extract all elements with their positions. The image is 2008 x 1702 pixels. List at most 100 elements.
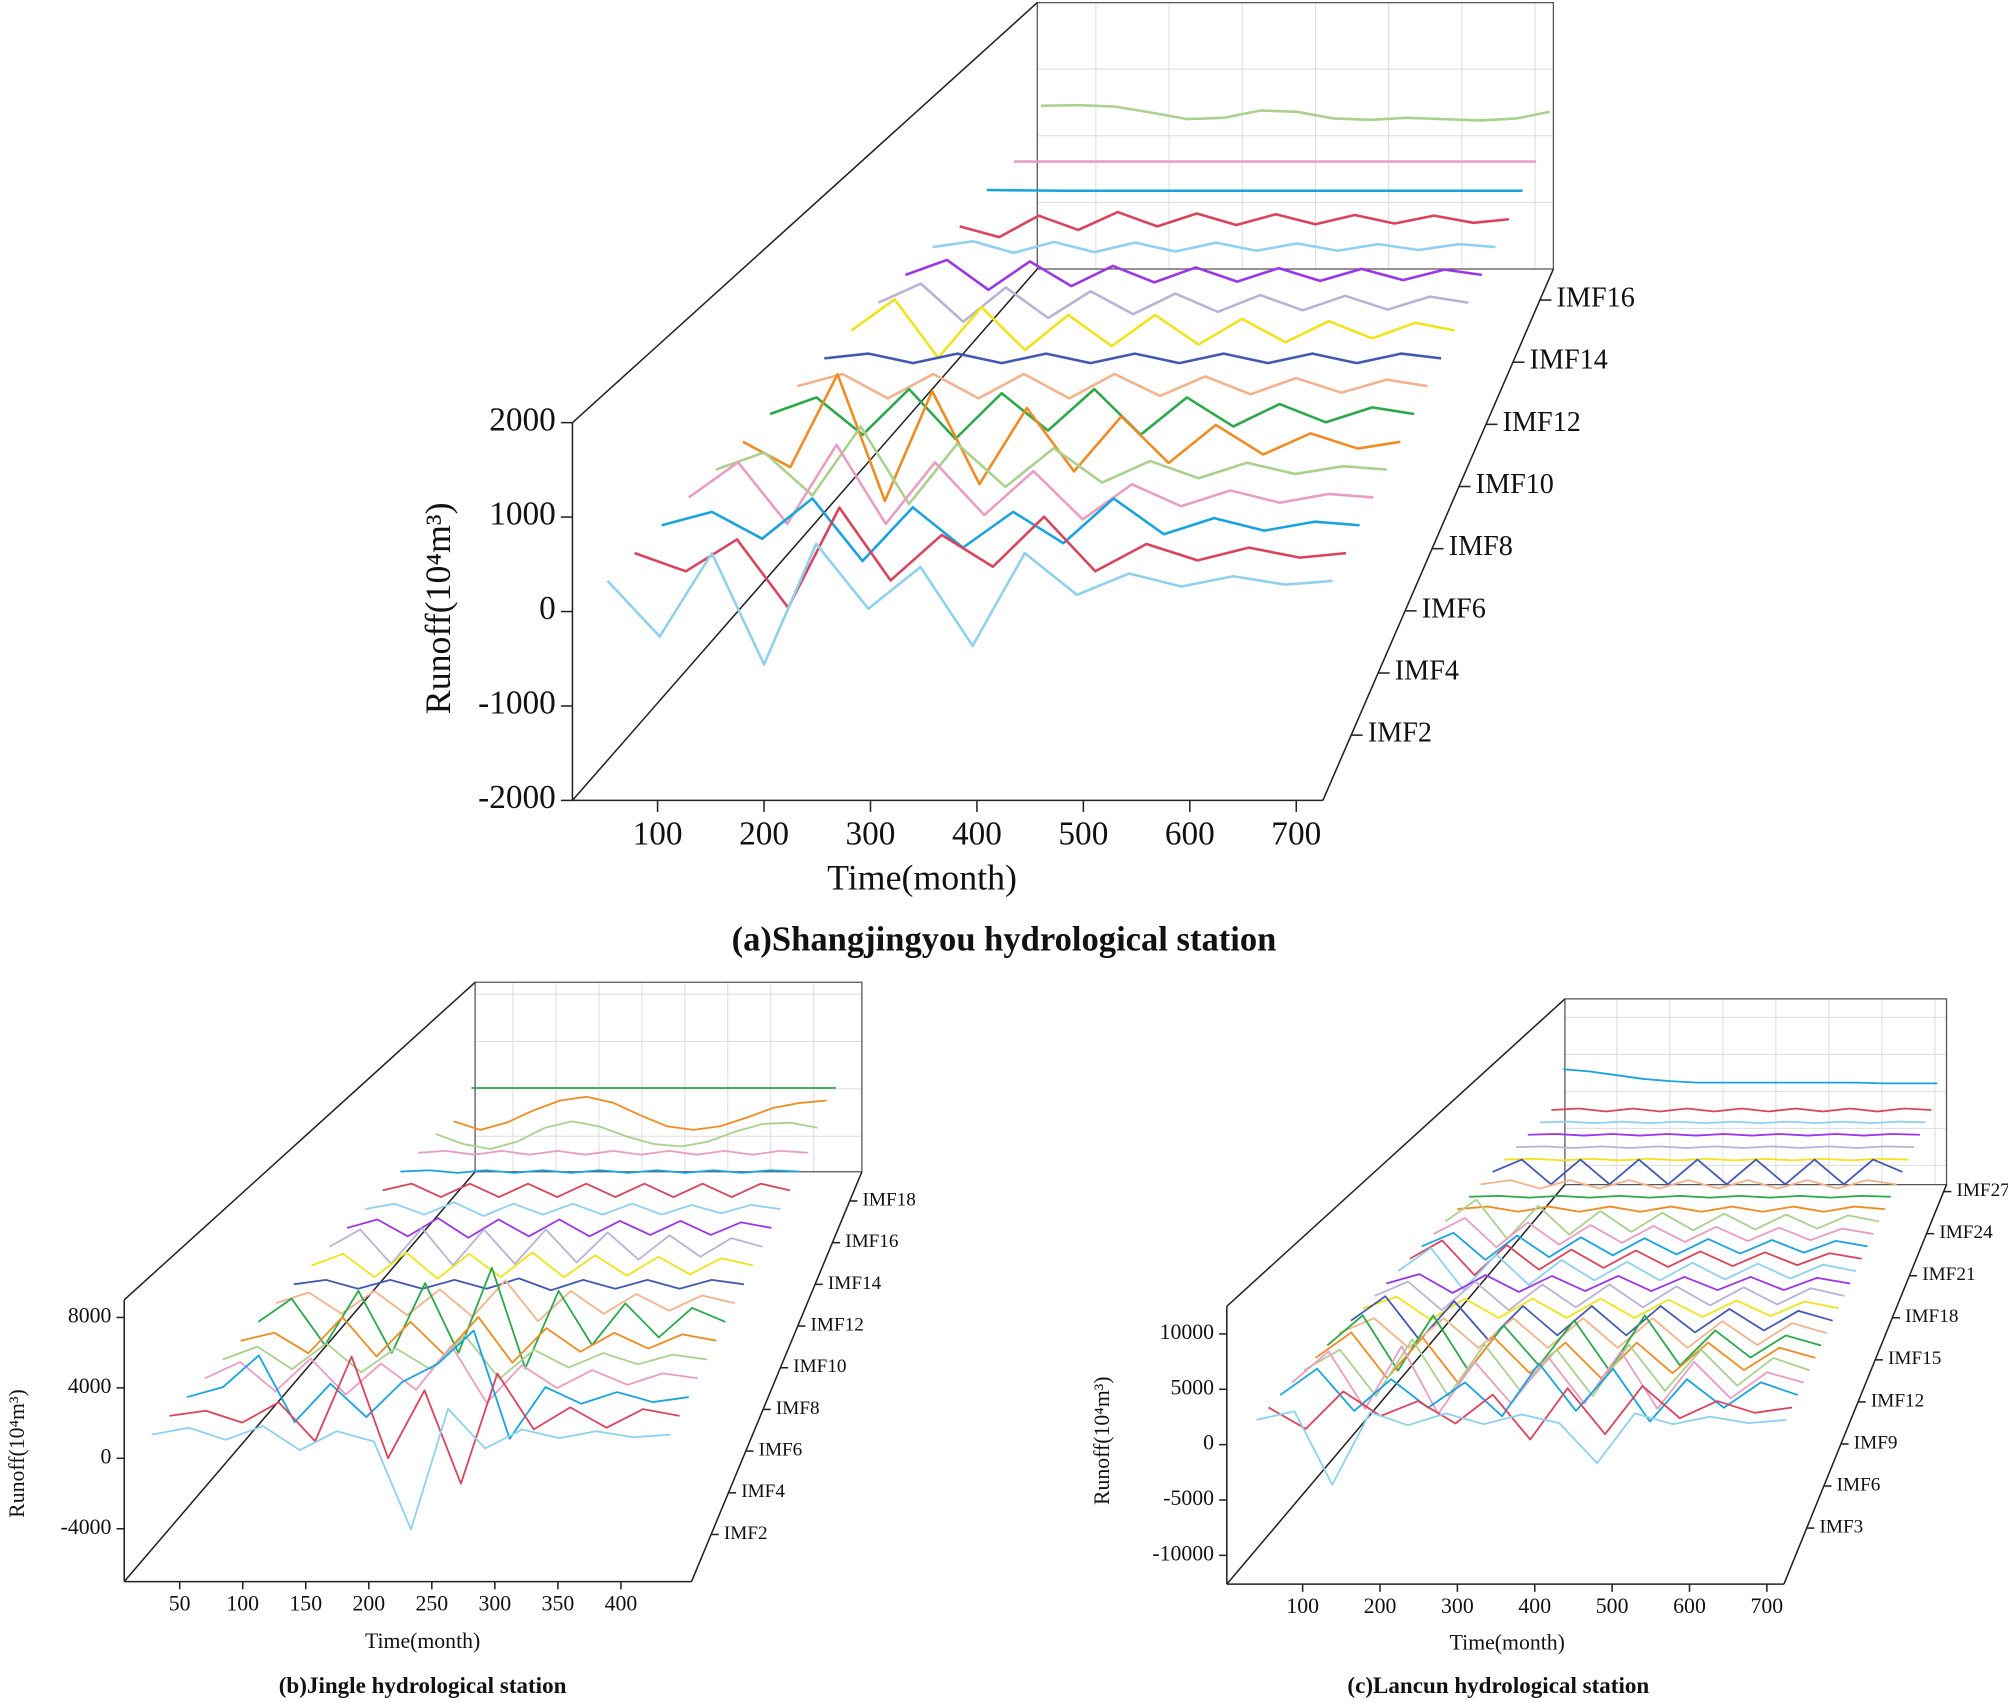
y-axis-title: Runoff(10⁴m³) [5, 1389, 29, 1518]
imf-line [688, 443, 1374, 526]
z-tick-label: IMF2 [1368, 718, 1432, 749]
x-tick-label: 700 [1751, 1594, 1784, 1618]
x-tick-label: 600 [1165, 816, 1215, 853]
imf-line [606, 542, 1333, 666]
imf-line [311, 1251, 754, 1280]
y-tick-label: 8000 [68, 1303, 112, 1327]
imf-line [1386, 1273, 1851, 1294]
axis-line [571, 268, 1038, 801]
x-tick-label: 300 [1441, 1594, 1474, 1618]
imf-line [346, 1217, 772, 1239]
imf-line [824, 352, 1442, 365]
y-axis-title: Runoff(10⁴m³) [1090, 1376, 1114, 1505]
back-wall [1036, 1, 1555, 270]
imf-line [240, 1316, 717, 1364]
back-wall [1564, 998, 1948, 1186]
z-tick-label: IMF8 [776, 1398, 820, 1419]
y-tick-label: 10000 [1160, 1320, 1215, 1344]
x-tick-label: 100 [633, 816, 683, 853]
z-tick-label: IMF15 [1888, 1348, 1941, 1369]
caption: (a)Shangjingyou hydrological station [732, 921, 1277, 959]
imf-line [1397, 1247, 1857, 1291]
imf-line [435, 1120, 818, 1150]
imf-line [222, 1334, 708, 1380]
x-tick-label: 200 [1364, 1594, 1397, 1618]
x-tick-label: 100 [1286, 1594, 1319, 1618]
y-tick-label: -10000 [1152, 1541, 1214, 1565]
x-tick-label: 400 [605, 1592, 638, 1616]
x-tick-label: 350 [542, 1592, 575, 1616]
imf-line [1563, 1068, 1938, 1085]
imf-line [932, 239, 1496, 255]
z-tick-label: IMF12 [811, 1314, 864, 1335]
z-tick-label: IMF4 [741, 1481, 785, 1502]
y-tick-label: -1000 [478, 685, 556, 722]
imf-line [275, 1279, 735, 1323]
imf-line [1457, 1205, 1886, 1213]
y-tick-label: 4000 [68, 1374, 112, 1398]
imf-line [634, 506, 1347, 609]
imf-line [1362, 1295, 1839, 1321]
y-tick-label: -2000 [478, 779, 556, 816]
imf-line [1551, 1107, 1932, 1113]
z-tick-label: IMF18 [863, 1189, 916, 1210]
x-tick-label: 150 [289, 1592, 322, 1616]
imf-line [905, 258, 1483, 292]
axis-line [1322, 268, 1555, 801]
imf-line [1516, 1145, 1915, 1149]
z-tick-label: IMF10 [1476, 469, 1554, 500]
imf-line [257, 1266, 726, 1370]
y-tick-label: 0 [101, 1444, 112, 1468]
x-tick-label: 250 [416, 1592, 449, 1616]
imf-line [796, 372, 1428, 400]
imf-line [1504, 1157, 1909, 1162]
x-tick-label: 700 [1271, 816, 1321, 853]
caption: (b)Jingle hydrological station [279, 1672, 567, 1698]
imf-line [661, 497, 1360, 563]
z-tick-label: IMF16 [1557, 283, 1635, 314]
imf-line [1279, 1362, 1799, 1423]
z-tick-label: IMF14 [828, 1273, 882, 1294]
z-tick-label: IMF24 [1939, 1222, 1993, 1243]
x-tick-label: 500 [1058, 816, 1108, 853]
axis-line [1226, 998, 1566, 1307]
x-tick-label: 300 [479, 1592, 512, 1616]
imf-line [453, 1095, 827, 1131]
z-tick-label: IMF27 [1956, 1180, 2008, 1201]
x-tick-label: 400 [1518, 1594, 1551, 1618]
z-tick-label: IMF18 [1905, 1306, 1958, 1327]
z-tick-label: IMF4 [1395, 655, 1459, 686]
imf-line [769, 387, 1415, 441]
imf-line [418, 1149, 809, 1156]
x-tick-label: 500 [1596, 1594, 1629, 1618]
x-tick-label: 600 [1673, 1594, 1706, 1618]
imf-line [400, 1169, 800, 1174]
z-tick-label: IMF12 [1503, 407, 1581, 438]
x-tick-label: 200 [739, 816, 789, 853]
z-tick-label: IMF6 [1422, 593, 1486, 624]
y-tick-label: -5000 [1163, 1486, 1214, 1510]
imf-line [715, 425, 1387, 506]
x-tick-label: 200 [352, 1592, 385, 1616]
z-tick-label: IMF3 [1820, 1516, 1864, 1537]
imf-line [293, 1277, 745, 1292]
x-tick-label: 50 [169, 1592, 191, 1616]
imf-line [1492, 1158, 1903, 1186]
y-tick-label: 2000 [489, 401, 556, 438]
y-tick-label: 0 [1203, 1431, 1214, 1455]
y-tick-label: -4000 [61, 1515, 112, 1539]
imf-line [1480, 1179, 1897, 1190]
imf-line [1267, 1385, 1793, 1441]
axis-line [690, 1171, 863, 1582]
imf-line [1444, 1198, 1880, 1240]
z-tick-label: IMF21 [1922, 1264, 1975, 1285]
axis-line [1226, 1184, 1566, 1585]
imf-line [1350, 1295, 1833, 1342]
imf-line [186, 1329, 689, 1440]
imf-line [1374, 1280, 1845, 1312]
imf-line [1433, 1217, 1874, 1249]
x-tick-label: 300 [846, 816, 896, 853]
